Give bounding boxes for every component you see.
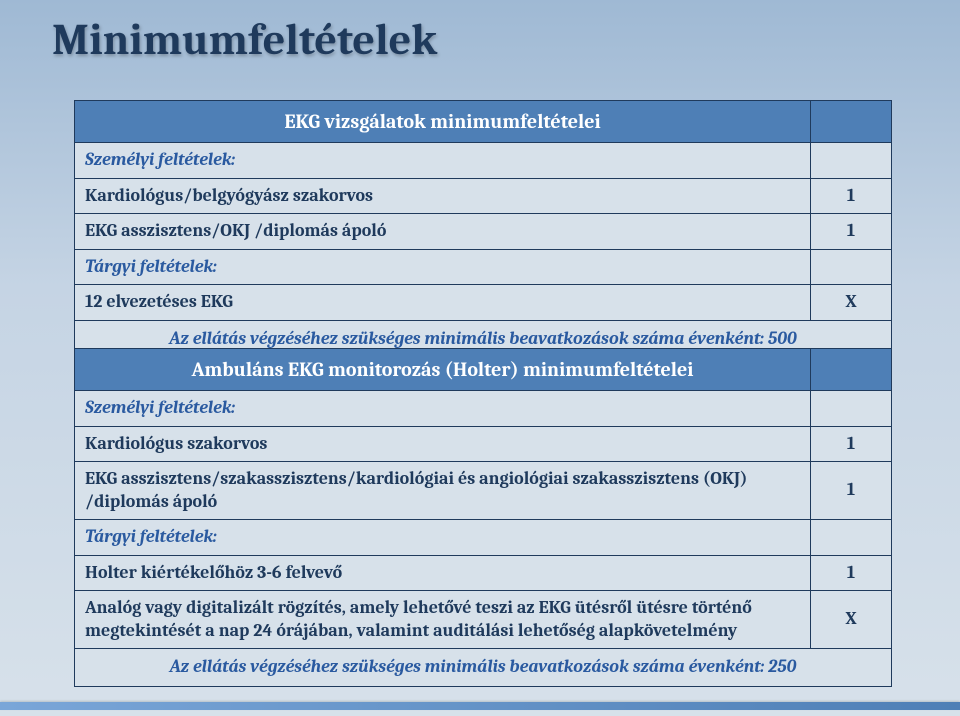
t1-r2: EKG asszisztens/OKJ /diplomás ápoló — [75, 214, 811, 250]
t1-header: EKG vizsgálatok minimumfeltételei — [75, 101, 811, 143]
t2-cat2: Tárgyi feltételek: — [75, 520, 811, 556]
t2-cat1: Személyi feltételek: — [75, 391, 811, 427]
t2-header: Ambuláns EKG monitorozás (Holter) minimu… — [75, 349, 811, 391]
t2-r4: Analóg vagy digitalizált rögzítés, amely… — [75, 591, 811, 649]
t2-r1: Kardiológus szakorvos — [75, 426, 811, 462]
t2-r3-v: 1 — [811, 555, 892, 591]
table-2: Ambuláns EKG monitorozás (Holter) minimu… — [74, 348, 892, 687]
t1-r1-v: 1 — [811, 178, 892, 214]
slide-title: Minimumfeltételek — [52, 14, 437, 65]
t1-r3: 12 elvezetéses EKG — [75, 285, 811, 321]
t2-footer: Az ellátás végzéséhez szükséges minimáli… — [75, 649, 892, 687]
t1-cat1: Személyi feltételek: — [75, 143, 811, 179]
bottom-accent-bar — [0, 702, 960, 710]
t2-cat2-v — [811, 520, 892, 556]
t1-header-r — [811, 101, 892, 143]
t2-r3: Holter kiértékelőhöz 3-6 felvevő — [75, 555, 811, 591]
t1-cat1-v — [811, 143, 892, 179]
t1-r3-v: X — [811, 285, 892, 321]
requirements-table-1: EKG vizsgálatok minimumfeltételei Személ… — [74, 100, 892, 358]
t2-cat1-v — [811, 391, 892, 427]
table-1: EKG vizsgálatok minimumfeltételei Személ… — [74, 100, 892, 358]
t1-r2-v: 1 — [811, 214, 892, 250]
t2-r4-v: X — [811, 591, 892, 649]
slide-root: Minimumfeltételek EKG vizsgálatok minimu… — [0, 0, 960, 716]
t1-cat2: Tárgyi feltételek: — [75, 249, 811, 285]
t2-r1-v: 1 — [811, 426, 892, 462]
t2-header-r — [811, 349, 892, 391]
t2-r2: EKG asszisztens/szakasszisztens/kardioló… — [75, 462, 811, 520]
t1-r1: Kardiológus/belgyógyász szakorvos — [75, 178, 811, 214]
t2-r2-v: 1 — [811, 462, 892, 520]
requirements-table-2: Ambuláns EKG monitorozás (Holter) minimu… — [74, 348, 892, 687]
t1-cat2-v — [811, 249, 892, 285]
